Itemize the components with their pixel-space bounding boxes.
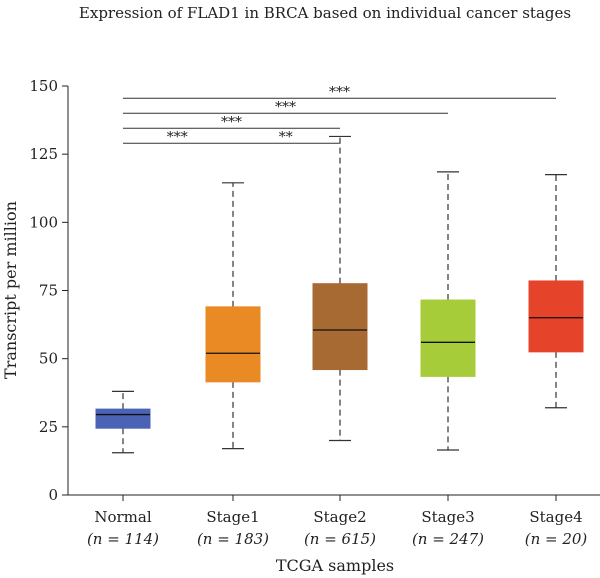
category-n-label: (n = 247) [412, 530, 484, 548]
box-stage2 [312, 135, 368, 442]
box-stage1 [205, 182, 261, 450]
y-tick-label: 50 [39, 350, 58, 368]
significance-label: *** [329, 84, 350, 100]
significance-label: *** [221, 114, 242, 130]
iqr-box [95, 408, 151, 429]
iqr-box [312, 283, 368, 371]
iqr-box [528, 280, 584, 353]
category-label: Stage3 [421, 508, 474, 526]
iqr-box [420, 299, 476, 377]
category-label: Stage4 [529, 508, 582, 526]
y-tick-label: 75 [39, 282, 58, 300]
x-axis-label: TCGA samples [276, 556, 394, 575]
y-tick-label: 125 [29, 145, 58, 163]
significance-label: *** [167, 129, 188, 145]
box-stage4 [528, 174, 584, 409]
significance-label: *** [275, 99, 296, 115]
significance-label: ** [279, 129, 293, 145]
chart-title: Expression of FLAD1 in BRCA based on ind… [79, 4, 571, 22]
category-label: Stage1 [206, 508, 259, 526]
iqr-box [205, 306, 261, 383]
category-label: Normal [94, 508, 151, 526]
y-tick-label: 0 [48, 486, 58, 504]
x-axis: Normal (n = 114) Stage1 (n = 183) Stage2 (n =… [68, 494, 600, 548]
box-stage3 [420, 171, 476, 451]
significance-brackets: ************ ** [123, 84, 556, 145]
category-n-label: (n = 114) [87, 530, 159, 548]
y-tick-label: 25 [39, 418, 58, 436]
y-tick-label: 150 [29, 77, 58, 95]
category-n-label: (n = 183) [197, 530, 269, 548]
category-n-label: (n = 20) [525, 530, 588, 548]
category-label: Stage2 [313, 508, 366, 526]
category-n-label: (n = 615) [304, 530, 376, 548]
y-axis: 0 25 50 75 100 125 150 [29, 77, 69, 504]
y-tick-label: 100 [29, 213, 58, 231]
y-axis-label: Transcript per million [1, 201, 20, 379]
box-normal [95, 390, 151, 454]
boxes [95, 135, 584, 454]
